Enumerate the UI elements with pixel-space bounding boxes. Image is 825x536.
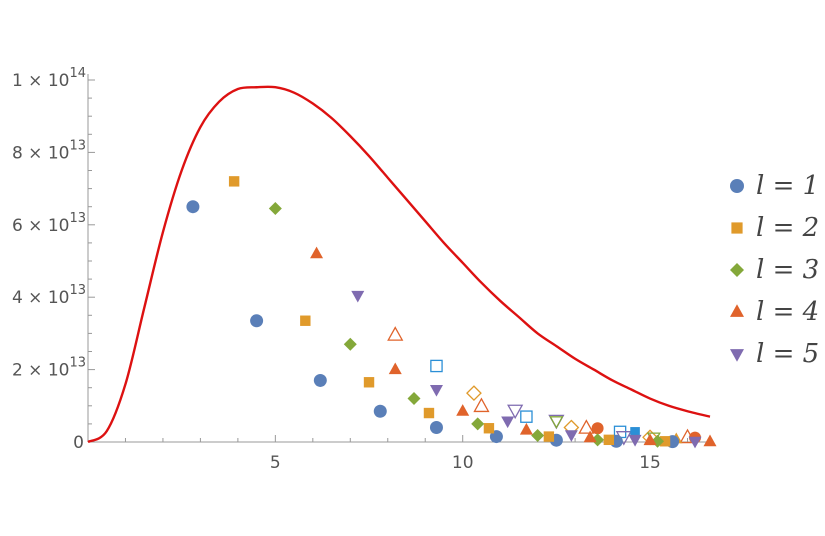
legend-label: l = 5 (756, 339, 819, 369)
y-tick-label: 2 × 1013 (12, 356, 86, 381)
data-point (471, 417, 485, 431)
data-point (564, 430, 578, 442)
data-point (313, 373, 327, 387)
data-point (630, 427, 640, 437)
data-point (388, 362, 402, 375)
legend-label: l = 2 (756, 213, 819, 243)
data-point (703, 434, 717, 447)
y-tick-label-base: 2 × 10 (12, 361, 70, 381)
y-tick-label-base: 6 × 10 (12, 216, 70, 236)
legend-marker (731, 222, 743, 234)
data-point (628, 434, 642, 447)
hollow-data-point (430, 359, 443, 373)
data-point (423, 407, 435, 419)
y-tick-label: 8 × 1013 (12, 138, 86, 163)
data-point (603, 434, 615, 446)
y-tick-label-base: 4 × 10 (12, 288, 70, 308)
data-point (268, 202, 282, 216)
y-tick-label-exponent: 14 (69, 66, 86, 81)
data-point (250, 314, 264, 328)
data-point (483, 423, 495, 434)
data-point (351, 290, 365, 303)
data-point (456, 404, 470, 416)
data-point (373, 404, 387, 418)
y-tick-label-exponent: 13 (69, 283, 86, 298)
y-tick-label-exponent: 13 (69, 138, 86, 153)
y-tick-label-base: 8 × 10 (12, 143, 70, 163)
legend-label: l = 3 (756, 255, 819, 285)
data-point (228, 176, 240, 187)
y-tick-label-exponent: 13 (69, 356, 86, 371)
hollow-data-point (578, 419, 595, 434)
data-point (591, 422, 604, 435)
data-point (363, 377, 375, 388)
y-tick-label-exponent: 13 (69, 211, 86, 226)
data-point (310, 246, 324, 259)
data-point (688, 436, 702, 449)
y-tick-label: 4 × 1013 (12, 283, 86, 308)
x-tick-label: 15 (639, 453, 661, 473)
x-tick-label: 10 (452, 453, 474, 473)
data-point (643, 433, 657, 446)
legend-label: l = 4 (756, 297, 819, 327)
hollow-data-point (473, 397, 490, 413)
points-layer (186, 176, 717, 449)
hollow-data-point (507, 404, 524, 420)
data-point (429, 421, 443, 435)
data-point (186, 200, 200, 214)
x-tick-label: 5 (270, 453, 281, 473)
legend-marker (730, 349, 744, 362)
y-tick-label: 1 × 1014 (12, 66, 86, 91)
legend-marker (730, 304, 744, 317)
y-tick-label: 0 (73, 433, 84, 453)
legend-marker (730, 263, 744, 277)
data-point (531, 428, 545, 442)
y-tick-label-base: 1 × 10 (12, 71, 70, 91)
data-point (407, 392, 421, 406)
curve-layer (87, 85, 711, 444)
hollow-data-point (387, 326, 404, 341)
data-point (343, 337, 357, 351)
data-point (583, 430, 597, 443)
data-point (519, 422, 533, 435)
data-point (591, 433, 605, 447)
legend-marker (730, 179, 744, 193)
distribution-curve (87, 85, 711, 444)
data-point (659, 436, 671, 447)
data-point (501, 416, 515, 429)
hollow-data-point (520, 410, 533, 423)
legend: l = 1 l = 2 l = 3 l = 4 l = 5 (730, 171, 819, 369)
data-point (543, 431, 555, 442)
data-point (429, 384, 443, 397)
data-point (300, 315, 311, 326)
hollow-data-point (466, 385, 482, 402)
y-tick-label: 6 × 1013 (12, 211, 86, 236)
data-point (549, 416, 564, 429)
legend-label: l = 1 (756, 171, 819, 201)
